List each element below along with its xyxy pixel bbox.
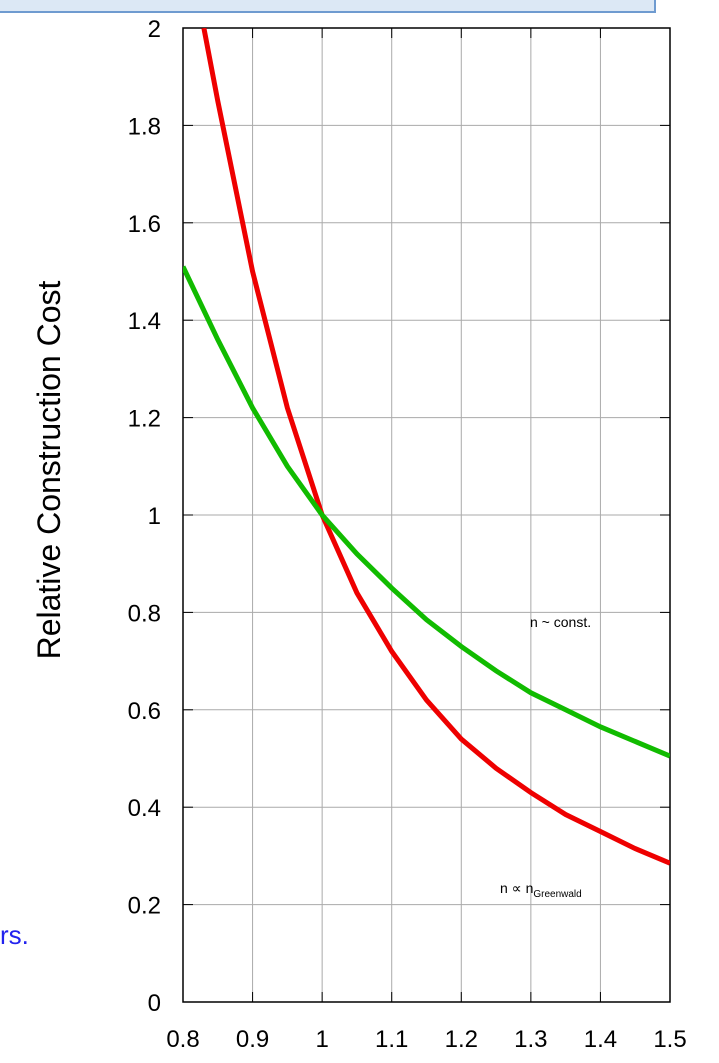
x-tick-label: 1.4 bbox=[584, 1026, 617, 1053]
y-tick-label: 1 bbox=[148, 503, 161, 530]
x-tick-label: 1.1 bbox=[375, 1026, 408, 1053]
y-tick-label: 1.8 bbox=[128, 113, 161, 140]
series-line bbox=[201, 28, 670, 866]
top-banner bbox=[0, 0, 656, 13]
y-tick-label: 0.2 bbox=[128, 893, 161, 920]
x-tick-label: 1.5 bbox=[653, 1026, 686, 1053]
annotation-subscript: Greenwald bbox=[533, 889, 581, 900]
x-tick-label: 0.8 bbox=[166, 1026, 199, 1053]
y-tick-label: 1.2 bbox=[128, 406, 161, 433]
y-tick-label: 0.8 bbox=[128, 600, 161, 627]
y-tick-label: 0 bbox=[148, 990, 161, 1017]
x-tick-label: 1 bbox=[315, 1026, 328, 1053]
x-tick-label: 1.2 bbox=[445, 1026, 478, 1053]
plot-area: 0 0.2 0.4 0.6 0.8 1 1.2 1.4 1.6 1.8 2 0.8 0.9 1 1.1 1.2… bbox=[128, 16, 687, 1053]
x-tick-label: 0.9 bbox=[236, 1026, 269, 1053]
annotation-text: n ∝ n bbox=[500, 880, 533, 896]
y-axis-label: Relative Construction Cost bbox=[31, 280, 67, 659]
y-tick-label: 1.4 bbox=[128, 308, 161, 335]
y-tick-label: 2 bbox=[148, 16, 161, 43]
series-line bbox=[183, 265, 670, 759]
side-text: rs. bbox=[0, 920, 29, 950]
x-tick-label: 1.3 bbox=[514, 1026, 547, 1053]
annotation: n ~ const. bbox=[530, 614, 591, 630]
y-tick-label: 0.4 bbox=[128, 795, 161, 822]
plot-frame bbox=[182, 27, 671, 1003]
annotation: n ∝ nGreenwald bbox=[500, 880, 582, 900]
y-tick-label: 1.6 bbox=[128, 211, 161, 238]
y-tick-label: 0.6 bbox=[128, 698, 161, 725]
